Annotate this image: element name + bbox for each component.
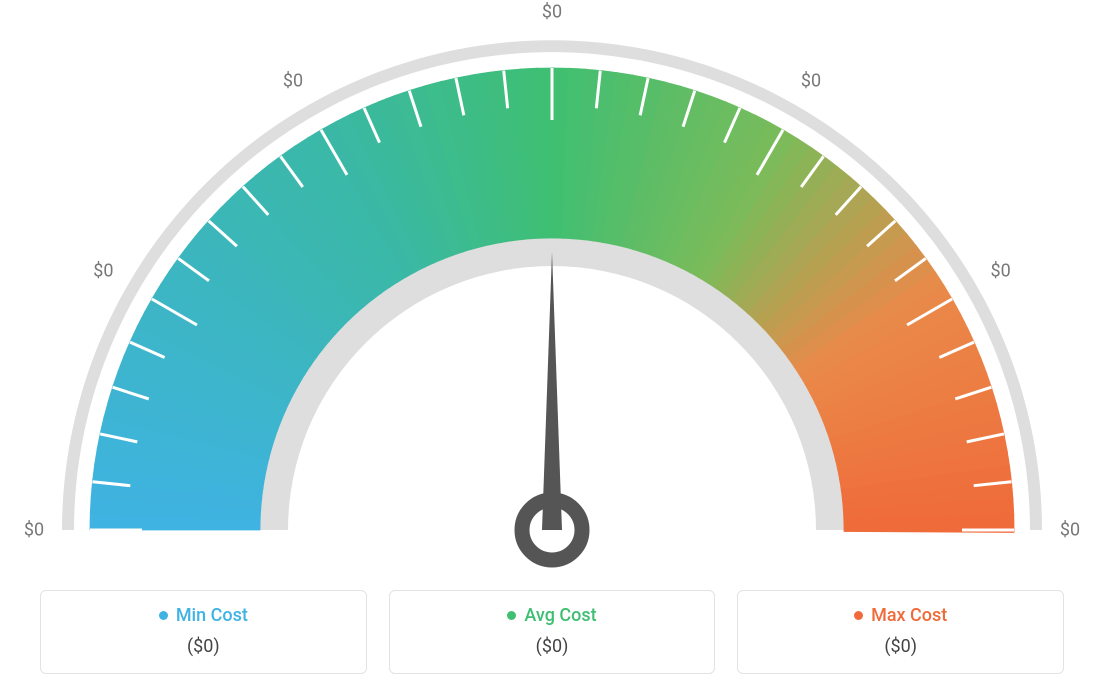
gauge-svg (0, 10, 1104, 570)
gauge-tick-label: $0 (1060, 520, 1080, 541)
legend-value: ($0) (748, 636, 1053, 657)
gauge-chart: $0$0$0$0$0$0$0 (0, 10, 1104, 570)
legend-dot-icon (854, 611, 863, 620)
gauge-tick-label: $0 (283, 71, 303, 92)
legend-card-avg-cost: Avg Cost ($0) (389, 590, 716, 674)
legend-value: ($0) (51, 636, 356, 657)
legend-title-text: Avg Cost (524, 605, 596, 626)
legend-row: Min Cost ($0) Avg Cost ($0) Max Cost ($0… (0, 590, 1104, 674)
gauge-tick-label: $0 (24, 520, 44, 541)
cost-gauge-container: $0 $0 $0 $0 $0 $0 $0 Min Cost ($0) Avg Cost ($… (0, 0, 1104, 690)
legend-card-max-cost: Max Cost ($0) (737, 590, 1064, 674)
legend-dot-icon (159, 611, 168, 620)
legend-dot-icon (507, 611, 516, 620)
gauge-tick-label: $0 (990, 261, 1010, 282)
legend-card-min-cost: Min Cost ($0) (40, 590, 367, 674)
legend-title-text: Max Cost (871, 605, 947, 626)
legend-title: Max Cost (854, 605, 947, 626)
gauge-tick-label: $0 (93, 261, 113, 282)
gauge-tick-label: $0 (542, 2, 562, 23)
legend-title: Avg Cost (507, 605, 596, 626)
legend-title-text: Min Cost (176, 605, 248, 626)
legend-value: ($0) (400, 636, 705, 657)
gauge-tick-label: $0 (801, 71, 821, 92)
legend-title: Min Cost (159, 605, 248, 626)
